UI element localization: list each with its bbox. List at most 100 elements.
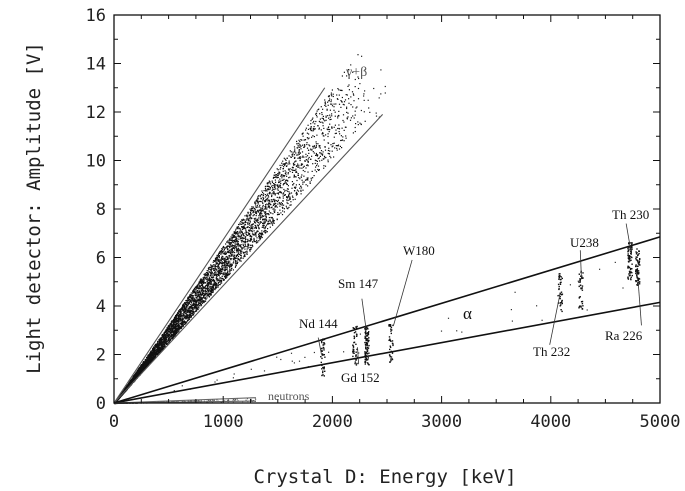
gamma-beta-point bbox=[183, 315, 185, 317]
gamma-beta-point bbox=[288, 160, 290, 162]
gamma-beta-point bbox=[274, 176, 276, 178]
gamma-beta-point bbox=[261, 233, 263, 235]
gamma-beta-point bbox=[259, 218, 261, 220]
gamma-beta-point bbox=[221, 266, 223, 268]
gamma-beta-point bbox=[343, 121, 345, 123]
gamma-beta-point bbox=[231, 249, 233, 251]
gamma-beta-point bbox=[208, 292, 211, 294]
gamma-beta-point bbox=[297, 157, 299, 159]
gamma-beta-point bbox=[156, 345, 158, 347]
gamma-beta-point bbox=[163, 341, 165, 343]
gamma-beta-point bbox=[169, 335, 171, 337]
gamma-beta-point bbox=[321, 113, 323, 116]
gamma-beta-point bbox=[149, 361, 151, 363]
gamma-beta-point bbox=[244, 248, 246, 250]
gamma-beta-point bbox=[312, 147, 314, 149]
gamma-beta-point bbox=[286, 190, 289, 192]
gamma-beta-point bbox=[261, 232, 263, 234]
gamma-beta-point bbox=[267, 221, 269, 223]
gamma-beta-point bbox=[209, 281, 211, 283]
gamma-beta-point bbox=[314, 162, 316, 164]
gamma-beta-point bbox=[242, 247, 244, 249]
gamma-beta-point bbox=[280, 180, 282, 182]
gamma-beta-point bbox=[261, 194, 263, 196]
gamma-beta-point bbox=[264, 187, 267, 190]
gamma-beta-point bbox=[162, 344, 164, 346]
gamma-beta-point bbox=[328, 128, 330, 130]
gamma-beta-point bbox=[218, 256, 220, 258]
gamma-beta-point bbox=[242, 240, 244, 242]
gamma-beta-point bbox=[279, 205, 281, 207]
gamma-beta-point bbox=[354, 110, 356, 112]
gamma-beta-point bbox=[175, 318, 177, 320]
gamma-beta-point bbox=[159, 337, 161, 339]
gamma-beta-point bbox=[203, 287, 205, 290]
gamma-beta-point bbox=[220, 272, 223, 275]
gamma-beta-point bbox=[304, 179, 307, 181]
gamma-beta-point bbox=[147, 356, 149, 358]
gamma-beta-point bbox=[302, 189, 304, 191]
gamma-beta-point bbox=[332, 93, 334, 95]
gamma-beta-point bbox=[151, 351, 153, 353]
gamma-beta-point bbox=[231, 264, 233, 266]
gamma-beta-point bbox=[236, 227, 239, 229]
gamma-beta-point bbox=[174, 316, 176, 318]
gamma-beta-point bbox=[141, 370, 143, 372]
gamma-beta-point bbox=[231, 239, 233, 241]
gamma-beta-point bbox=[286, 196, 288, 198]
gamma-beta-point bbox=[198, 302, 200, 304]
gamma-beta-point bbox=[167, 339, 169, 341]
gamma-beta-point bbox=[223, 270, 225, 272]
gamma-beta-point bbox=[290, 156, 292, 158]
gamma-beta-point bbox=[256, 239, 258, 241]
gamma-beta-point bbox=[212, 273, 214, 275]
gamma-beta-point bbox=[249, 211, 251, 214]
gamma-beta-point bbox=[238, 234, 240, 236]
gamma-beta-point bbox=[246, 253, 248, 255]
gamma-beta-point bbox=[301, 156, 303, 158]
gamma-beta-point bbox=[197, 295, 199, 297]
gamma-beta-point bbox=[281, 203, 283, 205]
gamma-beta-point bbox=[295, 194, 298, 196]
gamma-beta-point bbox=[193, 298, 195, 300]
gamma-beta-point bbox=[228, 242, 230, 244]
gamma-beta-point bbox=[189, 306, 191, 308]
gamma-beta-point bbox=[156, 353, 158, 355]
gamma-beta-point bbox=[340, 100, 342, 102]
gamma-beta-point bbox=[274, 202, 276, 204]
gamma-beta-point bbox=[166, 342, 168, 344]
gamma-beta-point bbox=[277, 184, 279, 186]
gamma-beta-point bbox=[215, 274, 218, 277]
gamma-beta-point bbox=[269, 202, 271, 204]
gamma-beta-point bbox=[264, 226, 267, 228]
gamma-beta-point bbox=[169, 325, 171, 327]
gamma-beta-point bbox=[225, 266, 227, 268]
gamma-beta-point bbox=[205, 288, 207, 290]
gamma-beta-point bbox=[283, 178, 285, 180]
gamma-beta-point bbox=[312, 145, 314, 147]
gamma-beta-point bbox=[221, 282, 223, 284]
gamma-beta-point bbox=[253, 233, 255, 235]
gamma-beta-point bbox=[157, 343, 160, 345]
gamma-beta-point bbox=[161, 348, 163, 350]
gamma-beta-point bbox=[200, 282, 202, 285]
gamma-beta-point bbox=[171, 322, 173, 324]
gamma-beta-point bbox=[250, 237, 252, 239]
gamma-beta-point bbox=[252, 223, 254, 225]
gamma-beta-point bbox=[189, 313, 191, 316]
gamma-beta-point bbox=[260, 207, 262, 209]
gamma-beta-point bbox=[209, 291, 211, 293]
gamma-beta-point bbox=[167, 336, 169, 338]
gamma-beta-point bbox=[192, 289, 194, 291]
gamma-beta-point bbox=[260, 233, 262, 235]
gamma-beta-point bbox=[210, 269, 212, 271]
gamma-beta-point bbox=[220, 281, 222, 283]
gamma-beta-point bbox=[202, 293, 204, 295]
gamma-beta-point bbox=[229, 237, 231, 239]
gamma-beta-point bbox=[218, 255, 220, 257]
gamma-beta-point bbox=[210, 272, 212, 274]
gamma-beta-point bbox=[215, 284, 217, 286]
gamma-beta-point bbox=[202, 300, 204, 302]
gamma-beta-point bbox=[240, 251, 242, 253]
gamma-beta-point bbox=[193, 297, 195, 299]
